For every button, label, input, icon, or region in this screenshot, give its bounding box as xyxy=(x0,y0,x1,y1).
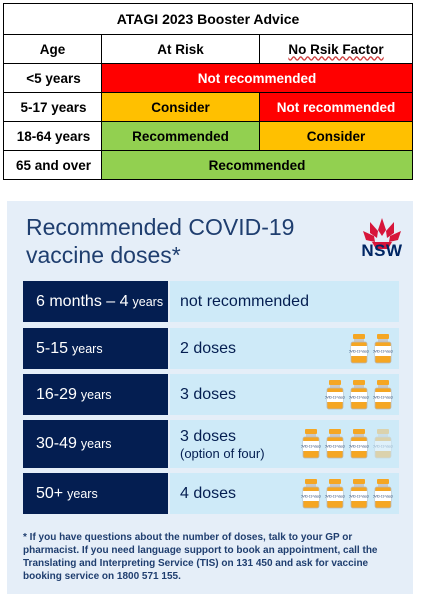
age-unit: years xyxy=(80,437,112,451)
age-label: 50+ years xyxy=(23,473,168,514)
vial-icon: COVID-19 Vaccine xyxy=(349,429,369,459)
vial-icon: COVID-19 Vaccine xyxy=(349,479,369,509)
vial-icon: COVID-19 Vaccine xyxy=(301,429,321,459)
svg-text:COVID-19 Vaccine: COVID-19 Vaccine xyxy=(373,350,393,354)
vial-icon: COVID-19 Vaccine xyxy=(349,380,369,410)
vial-icon: COVID-19 Vaccine xyxy=(325,479,345,509)
dose-row: 6 months – 4 years not recommended xyxy=(23,281,399,322)
card-title-line2: vaccine doses* xyxy=(26,242,181,268)
dose-note: (option of four) xyxy=(180,445,265,461)
vial-group: COVID-19 Vaccine COVID-19 Vaccine COVID-19… xyxy=(301,429,393,459)
svg-text:COVID-19 Vaccine: COVID-19 Vaccine xyxy=(349,396,369,400)
svg-text:COVID-19 Vaccine: COVID-19 Vaccine xyxy=(373,396,393,400)
svg-text:COVID-19 Vaccine: COVID-19 Vaccine xyxy=(349,445,369,449)
age-unit: years xyxy=(132,294,164,309)
status-cell: Recommended xyxy=(101,121,260,151)
row-age: 5-17 years xyxy=(3,92,102,122)
vial-icon: COVID-19 Vaccine xyxy=(373,334,393,364)
svg-text:COVID-19 Vaccine: COVID-19 Vaccine xyxy=(349,495,369,499)
age-range: 5-15 xyxy=(36,339,69,357)
vial-icon: COVID-19 Vaccine xyxy=(349,334,369,364)
status-cell: Consider xyxy=(258,121,414,151)
vial-group: COVID-19 Vaccine COVID-19 Vaccine xyxy=(349,334,393,364)
vial-icon-faded: COVID-19 Vaccine xyxy=(373,429,393,459)
age-label: 16-29 years xyxy=(23,374,168,415)
age-label: 6 months – 4 years xyxy=(23,281,168,322)
svg-text:COVID-19 Vaccine: COVID-19 Vaccine xyxy=(325,445,345,449)
footnote: * If you have questions about the number… xyxy=(23,532,378,582)
atagi-title: ATAGI 2023 Booster Advice xyxy=(2,3,414,35)
status-cell: Consider xyxy=(101,92,260,122)
dose-count: 3 doses xyxy=(180,427,237,445)
dose-count: not recommended xyxy=(180,292,309,310)
status-cell: Recommended xyxy=(100,150,414,180)
header-age: Age xyxy=(3,34,102,64)
age-range: 30-49 xyxy=(36,435,77,452)
vial-icon: COVID-19 Vaccine xyxy=(301,479,321,509)
svg-text:COVID-19 Vaccine: COVID-19 Vaccine xyxy=(349,350,369,354)
dose-count: 2 doses xyxy=(180,339,237,357)
table-row: 18-64 years Recommended Consider xyxy=(3,121,414,151)
atagi-table: ATAGI 2023 Booster Advice Age At Risk No… xyxy=(2,3,414,180)
table-row: <5 years Not recommended xyxy=(3,63,414,93)
svg-text:COVID-19 Vaccine: COVID-19 Vaccine xyxy=(373,495,393,499)
nsw-logo: NSW xyxy=(361,241,403,260)
vial-group: COVID-19 Vaccine COVID-19 Vaccine COVID-19… xyxy=(325,380,393,410)
dose-row: 30-49 years 3 doses (option of four) COV… xyxy=(23,420,399,468)
vial-group: COVID-19 Vaccine COVID-19 Vaccine COVID-19… xyxy=(301,479,393,509)
age-label: 5-15 years xyxy=(23,328,168,369)
card-title: Recommended COVID-19 vaccine doses* xyxy=(26,213,326,269)
age-unit: years xyxy=(72,341,103,356)
age-label: 30-49 years xyxy=(23,420,168,468)
table-row: 65 and over Recommended xyxy=(3,150,414,180)
card-title-line1: Recommended COVID-19 xyxy=(26,214,295,240)
age-range: 6 months – 4 xyxy=(36,292,129,310)
svg-text:COVID-19 Vaccine: COVID-19 Vaccine xyxy=(325,396,345,400)
status-cell: Not recommended xyxy=(100,63,414,93)
waratah-icon xyxy=(363,218,401,249)
header-no-risk: No Rsik Factor xyxy=(258,34,414,64)
dose-count: 4 doses xyxy=(180,484,237,502)
dose-row: 5-15 years 2 doses COVID-19 VaccineCOVID… xyxy=(23,328,399,369)
svg-text:COVID-19 Vaccine: COVID-19 Vaccine xyxy=(301,495,321,499)
table-row: 5-17 years Consider Not recommended xyxy=(3,92,414,122)
header-no-risk-label: No Rsik Factor xyxy=(288,41,384,57)
dose-row: 16-29 years 3 doses COVID-19 VaccineCOVI… xyxy=(23,374,399,415)
dose-row: 50+ years 4 doses COVID-19 VaccineCOVID-… xyxy=(23,473,399,514)
age-unit: years xyxy=(67,486,98,501)
row-age: <5 years xyxy=(3,63,102,93)
vial-icon: COVID-19 Vaccine xyxy=(373,479,393,509)
vial-icon: COVID-19 Vaccine xyxy=(325,429,345,459)
vial-icon: COVID-19 Vaccine xyxy=(373,380,393,410)
age-range: 50+ xyxy=(36,484,64,502)
dose-value: not recommended xyxy=(170,281,399,322)
svg-text:COVID-19 Vaccine: COVID-19 Vaccine xyxy=(325,495,345,499)
svg-text:COVID-19 Vaccine: COVID-19 Vaccine xyxy=(373,445,393,449)
svg-text:COVID-19 Vaccine: COVID-19 Vaccine xyxy=(301,445,321,449)
nsw-vaccine-card: Recommended COVID-19 vaccine doses* NSW … xyxy=(7,201,413,594)
dose-count: 3 doses xyxy=(180,385,237,403)
vial-icon: COVID-19 Vaccine xyxy=(325,380,345,410)
header-at-risk: At Risk xyxy=(101,34,260,64)
age-range: 16-29 xyxy=(36,385,77,403)
row-age: 65 and over xyxy=(3,150,102,180)
row-age: 18-64 years xyxy=(3,121,102,151)
age-unit: years xyxy=(80,387,112,402)
status-cell: Not recommended xyxy=(258,92,414,122)
